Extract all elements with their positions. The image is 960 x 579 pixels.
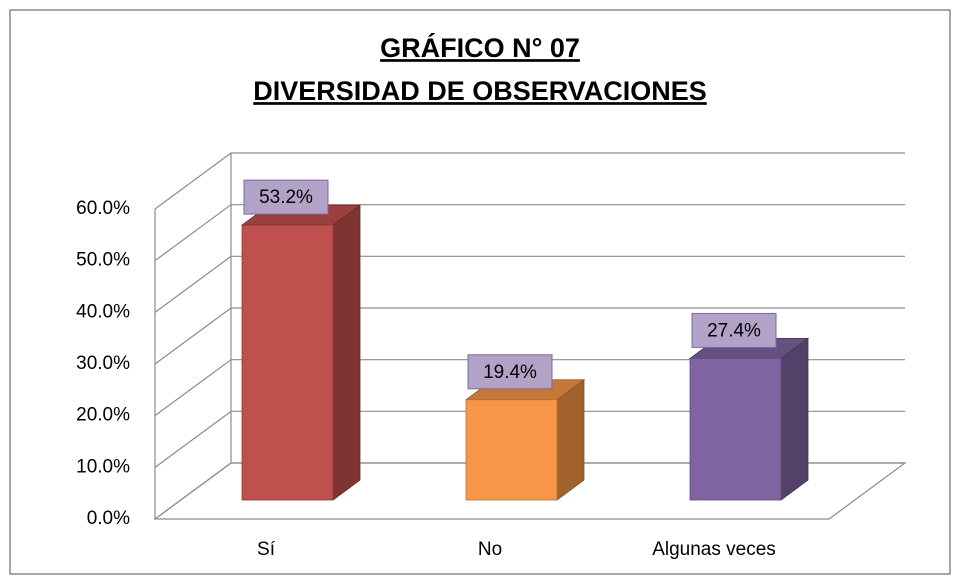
grid-line — [154, 152, 905, 210]
grid-line — [154, 255, 905, 313]
y-tick-label: 60.0% — [76, 198, 130, 219]
bar-side — [332, 204, 361, 501]
x-tick-label: No — [478, 539, 502, 560]
bar-side — [556, 378, 585, 501]
grid-line — [154, 204, 905, 262]
bar — [241, 224, 334, 501]
chart-title: GRÁFICO N° 07 — [380, 32, 580, 63]
y-tick-label: 50.0% — [76, 250, 130, 271]
value-label: 27.4% — [707, 320, 761, 341]
x-tick-label: Algunas veces — [652, 539, 776, 560]
bar — [689, 358, 782, 501]
y-tick-label: 20.0% — [76, 405, 130, 426]
grid-line — [154, 410, 905, 468]
value-label-box — [691, 312, 777, 348]
value-label-box — [243, 179, 329, 215]
x-tick-label: Sí — [257, 539, 276, 560]
grid-line — [154, 462, 905, 520]
bar-side — [780, 337, 809, 501]
value-label: 19.4% — [483, 362, 537, 383]
y-tick-label: 10.0% — [76, 456, 130, 477]
grid-line — [154, 307, 905, 365]
value-label: 53.2% — [259, 187, 313, 208]
y-tick-label: 0.0% — [87, 508, 130, 529]
y-tick-label: 40.0% — [76, 301, 130, 322]
value-label-box — [467, 354, 553, 390]
grid-line — [154, 359, 905, 417]
chart-subtitle: DIVERSIDAD DE OBSERVACIONES — [253, 76, 707, 106]
bar — [465, 399, 558, 501]
y-tick-label: 30.0% — [76, 353, 130, 374]
